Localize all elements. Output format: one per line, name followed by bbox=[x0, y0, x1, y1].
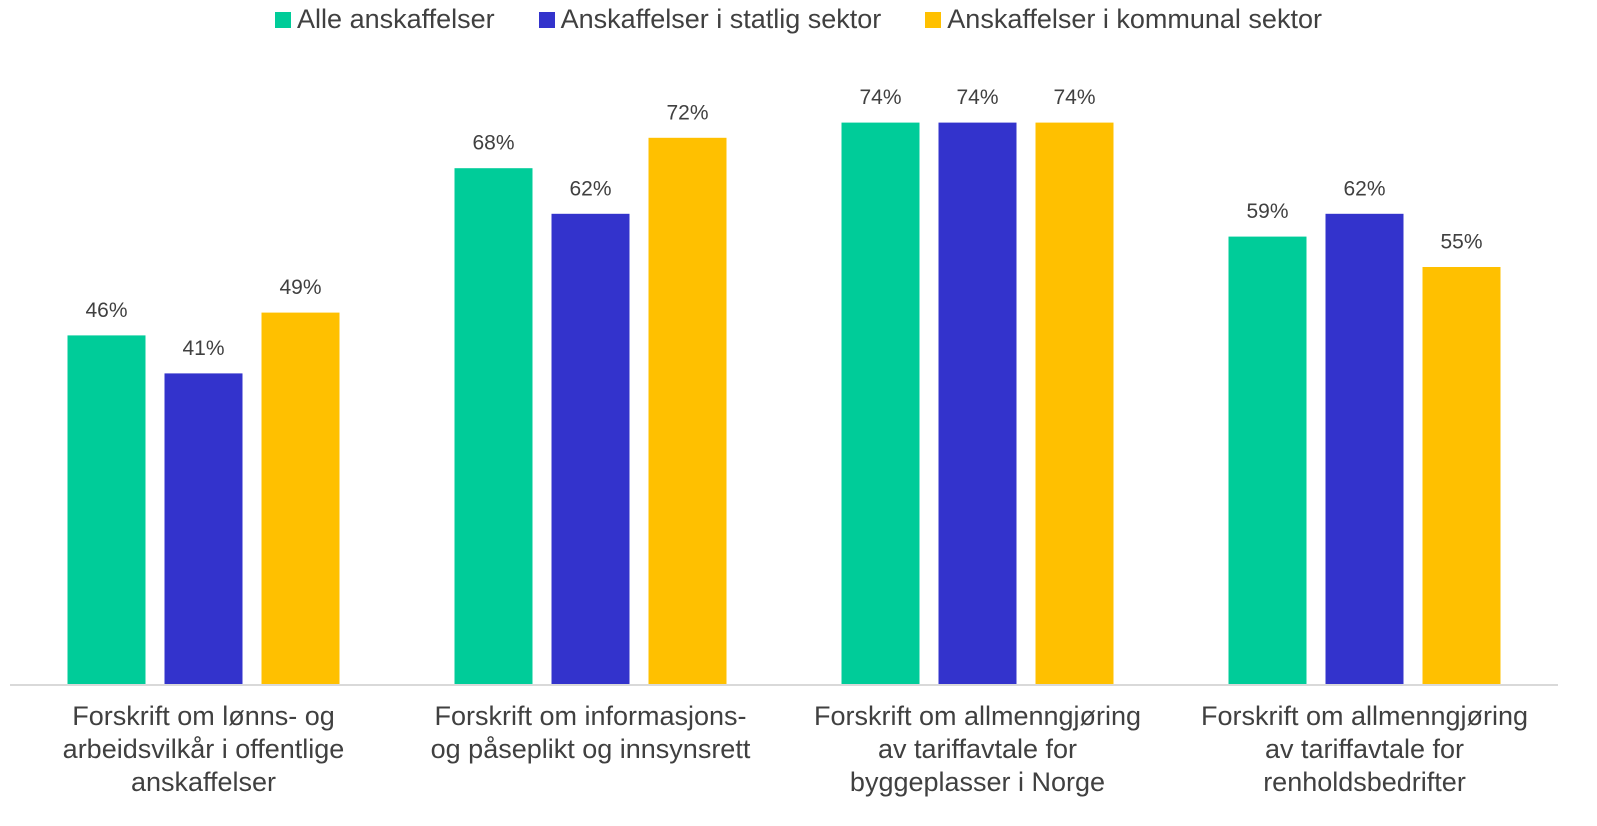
legend-swatch bbox=[925, 11, 942, 28]
data-label: 62% bbox=[1343, 177, 1385, 200]
data-label: 74% bbox=[859, 86, 901, 109]
data-label: 62% bbox=[569, 177, 611, 200]
data-label: 41% bbox=[182, 337, 224, 360]
data-label: 72% bbox=[666, 101, 708, 124]
bar bbox=[67, 335, 146, 685]
x-tick-label: Forskrift om lønns- og arbeidsvilkår i o… bbox=[62, 701, 345, 797]
data-label: 55% bbox=[1440, 231, 1482, 254]
bar bbox=[841, 122, 920, 686]
x-tick-label: Forskrift om allmenngjøring av tariffavt… bbox=[1200, 701, 1529, 797]
bar bbox=[938, 122, 1017, 686]
bar bbox=[648, 137, 727, 686]
data-label: 68% bbox=[472, 132, 514, 155]
bar bbox=[1035, 122, 1114, 686]
legend-swatch bbox=[275, 11, 292, 28]
legend: Alle anskaffelser Anskaffelser i statlig … bbox=[0, 4, 1597, 35]
bar bbox=[551, 213, 630, 686]
x-tick-label: Forskrift om allmenngjøring av tariffavt… bbox=[813, 701, 1142, 797]
bar bbox=[1422, 267, 1501, 685]
bar bbox=[454, 168, 533, 685]
legend-item: Anskaffelser i kommunal sektor bbox=[925, 4, 1322, 35]
data-label: 74% bbox=[956, 86, 998, 109]
bar bbox=[164, 373, 243, 685]
legend-item: Anskaffelser i statlig sektor bbox=[538, 4, 882, 35]
data-label: 46% bbox=[85, 299, 127, 322]
data-label: 49% bbox=[279, 276, 321, 299]
bar bbox=[1325, 213, 1404, 686]
legend-swatch bbox=[538, 11, 555, 28]
legend-label: Anskaffelser i kommunal sektor bbox=[947, 4, 1322, 34]
bar bbox=[261, 312, 340, 685]
x-tick-label: Forskrift om informasjons- og påseplikt … bbox=[430, 701, 751, 764]
data-label: 59% bbox=[1246, 200, 1288, 223]
bar bbox=[1228, 236, 1307, 685]
legend-label: Anskaffelser i statlig sektor bbox=[560, 4, 882, 34]
legend-item: Alle anskaffelser bbox=[275, 4, 495, 35]
legend-label: Alle anskaffelser bbox=[297, 4, 495, 34]
data-label: 74% bbox=[1053, 86, 1095, 109]
